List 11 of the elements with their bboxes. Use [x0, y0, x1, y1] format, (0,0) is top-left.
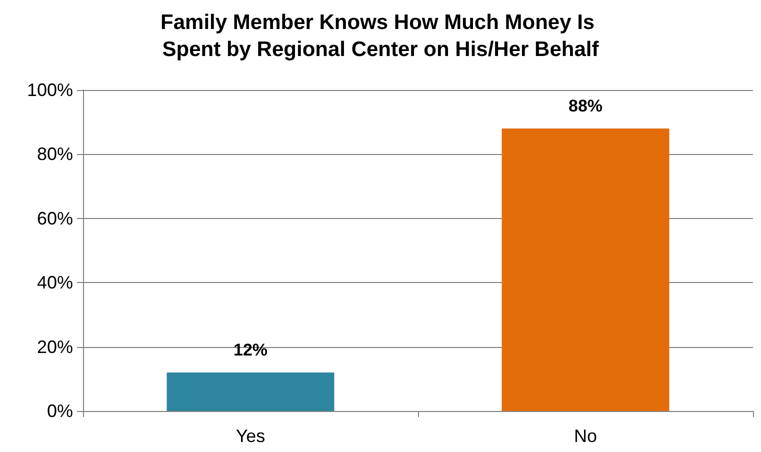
y-tick-label: 60% — [36, 208, 73, 228]
x-tick-label: No — [574, 426, 598, 446]
y-tick-label: 20% — [36, 336, 73, 357]
chart-title: Family Member Knows How Much Money Is Spent by Regional Center on His/Her Behalf — [160, 11, 600, 61]
y-tick-label: 80% — [36, 144, 73, 164]
y-tick-label: 100% — [26, 80, 73, 100]
data-label: 12% — [233, 340, 268, 360]
y-tick-label: 40% — [36, 272, 73, 293]
y-tick-label: 0% — [46, 401, 73, 421]
data-label: 88% — [568, 96, 603, 116]
x-tick-label: Yes — [236, 426, 266, 446]
